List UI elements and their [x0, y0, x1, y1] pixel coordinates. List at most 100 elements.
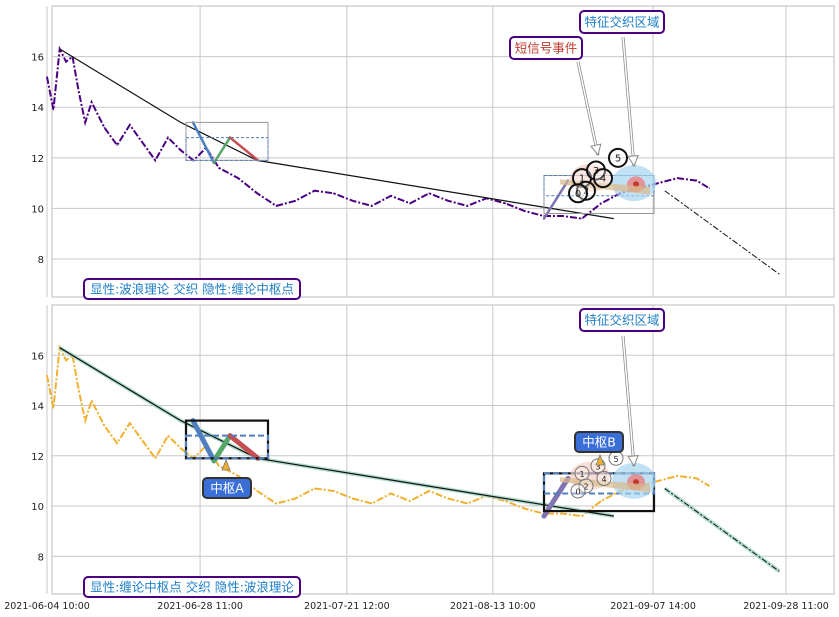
signal-circle [578, 478, 594, 494]
price-point [218, 465, 220, 467]
price-point [708, 485, 710, 487]
price-point [103, 126, 105, 129]
price-point [294, 200, 296, 202]
price-point [46, 76, 48, 78]
price-point [65, 61, 67, 63]
price-point [466, 502, 468, 505]
price-point [256, 490, 258, 492]
price-point [313, 190, 316, 192]
price-point [167, 136, 169, 139]
signal-number: 5 [615, 153, 621, 164]
pivot-b-label-box [574, 431, 624, 453]
bottom-label-box [83, 576, 301, 598]
price-point [581, 515, 583, 517]
bottom-label-box [83, 278, 301, 300]
price-point [237, 475, 239, 477]
signal-number: 1 [579, 470, 584, 479]
price-point [129, 124, 131, 126]
price-point [116, 442, 118, 444]
projection-line [664, 488, 780, 572]
pivot-a-label-box [202, 477, 252, 499]
price-point [695, 180, 698, 182]
price-point [116, 144, 118, 146]
price-point [294, 497, 296, 500]
zone-label: 特征交织区域 [584, 15, 659, 30]
price-point [180, 447, 182, 449]
price-point [129, 422, 131, 424]
signal-number: 2 [583, 482, 588, 491]
price-point [428, 192, 430, 194]
price-point [562, 512, 564, 515]
price-point [275, 205, 277, 207]
wave-line [59, 48, 614, 220]
zone-arrow-shaft-inner [622, 36, 635, 167]
signal-number: 4 [600, 174, 606, 185]
plot-frame [51, 5, 835, 298]
zone-label-box [579, 10, 665, 34]
price-point [524, 210, 526, 212]
signal-circle [593, 168, 613, 189]
bottom-label: 显性:波浪理论 交织 隐性:缠论中枢点 [90, 282, 294, 297]
signal-circle [586, 160, 606, 181]
y-tick-label: 8 [38, 255, 44, 266]
wave-segment-red [227, 433, 261, 461]
price-point [141, 142, 144, 144]
price-point [390, 492, 392, 495]
signal-circle [570, 483, 586, 499]
price-point [409, 202, 411, 204]
price-point [275, 502, 277, 505]
y-tick-label: 14 [31, 103, 44, 114]
pivot-a-marker [221, 458, 231, 471]
price-point [466, 205, 468, 207]
signal-number: 5 [613, 455, 618, 464]
price-point [154, 159, 156, 161]
price-point [154, 457, 156, 459]
price-point [90, 101, 93, 103]
price-point [167, 435, 169, 437]
signal-number: 0 [575, 189, 581, 200]
price-point [428, 490, 430, 492]
price-point [600, 500, 602, 502]
price-point [504, 202, 507, 204]
price-point [581, 217, 583, 220]
zone-arrow-head [627, 455, 639, 468]
y-tick-label: 10 [31, 502, 44, 513]
pivot-inner-box-a [185, 137, 269, 161]
y-tick-label: 12 [31, 452, 44, 463]
signal-number: 4 [601, 475, 606, 484]
price-point [371, 502, 373, 505]
wave-segment-green [211, 433, 233, 464]
price-point [84, 420, 86, 422]
signal-circle [568, 183, 588, 204]
price-point [562, 215, 564, 217]
price-point [676, 177, 679, 179]
y-tick-label: 10 [31, 204, 44, 215]
zone-band [560, 477, 650, 493]
price-point [237, 177, 239, 179]
signal-circle [596, 470, 612, 486]
wave-segment-blue [191, 121, 216, 165]
y-tick-label: 16 [31, 53, 44, 64]
zone-label: 特征交织区域 [584, 313, 659, 328]
signal-arrow-head [590, 143, 602, 157]
x-tick-label: 2021-07-21 12:00 [304, 601, 390, 612]
price-point [371, 205, 373, 207]
wave-segment-blue [190, 418, 217, 464]
x-tick-label: 2021-06-28 11:00 [157, 601, 243, 612]
price-point [695, 477, 698, 479]
signal-number: 3 [595, 462, 600, 471]
price-point [708, 187, 710, 189]
price-point [141, 440, 144, 442]
price-point [676, 475, 679, 477]
y-tick-label: 14 [31, 402, 44, 413]
signal-circle [608, 147, 628, 168]
wave-segment-green [212, 136, 232, 165]
wave-line [59, 347, 614, 517]
price-point [256, 192, 258, 194]
price-point [447, 200, 449, 202]
bottom-label: 显性:缠论中枢点 交织 隐性:波浪理论 [90, 580, 294, 595]
price-point [218, 167, 220, 169]
